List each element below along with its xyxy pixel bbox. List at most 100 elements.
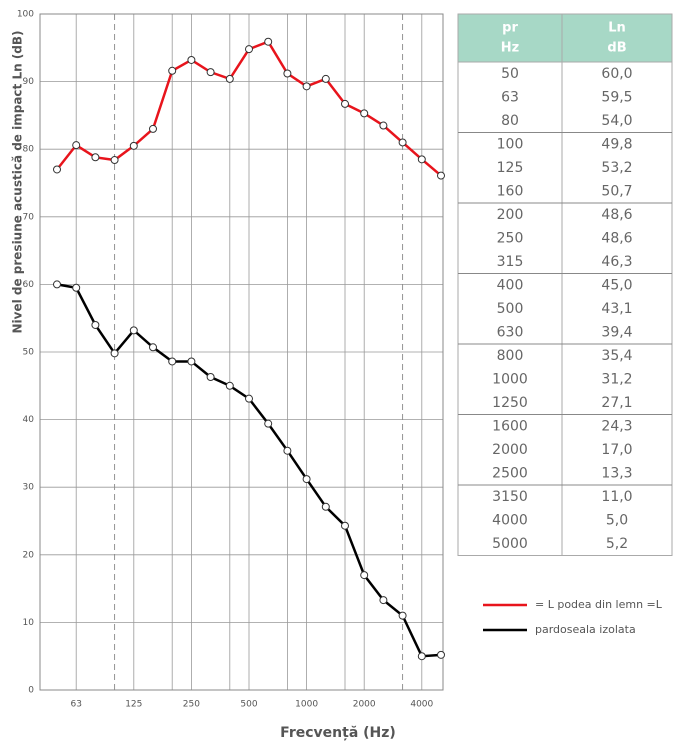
y-tick-label: 100 xyxy=(17,10,34,20)
point xyxy=(187,357,196,366)
point xyxy=(72,141,81,150)
x-tick-label: 2000 xyxy=(353,700,376,710)
table-cell: 200 xyxy=(497,207,524,223)
y-tick-label: 90 xyxy=(23,77,35,87)
table-cell: 500 xyxy=(497,301,524,317)
table-cell: 2500 xyxy=(492,465,528,481)
table-cell: 63 xyxy=(501,89,519,105)
point xyxy=(168,66,177,75)
point xyxy=(321,502,330,511)
table-cell: 43,1 xyxy=(601,301,632,317)
table-cell: 315 xyxy=(497,254,524,270)
table-cell: 1250 xyxy=(492,395,528,411)
point xyxy=(417,652,426,661)
table-cell: 100 xyxy=(497,136,524,152)
legend-label: = L podea din lemn =L xyxy=(535,598,663,611)
point xyxy=(149,343,157,352)
table-cell: 3150 xyxy=(492,489,528,505)
table-header: dB xyxy=(607,41,626,56)
table-cell: 50,7 xyxy=(601,183,632,199)
table-cell: 35,4 xyxy=(601,348,632,364)
y-tick-label: 0 xyxy=(28,686,34,696)
y-tick-label: 40 xyxy=(23,415,35,425)
table-cell: 31,2 xyxy=(601,371,632,387)
point xyxy=(225,381,234,390)
table-cell: 17,0 xyxy=(601,442,632,458)
point xyxy=(302,82,311,91)
point xyxy=(72,283,81,292)
point xyxy=(379,596,388,605)
point xyxy=(302,475,311,484)
point xyxy=(149,124,157,133)
x-tick-label: 63 xyxy=(70,700,81,710)
table-cell: 630 xyxy=(497,324,524,340)
point xyxy=(110,156,119,165)
point xyxy=(129,326,138,335)
point xyxy=(53,280,61,289)
table-cell: 11,0 xyxy=(601,489,632,505)
table-cell: 45,0 xyxy=(601,277,632,293)
x-tick-label: 125 xyxy=(125,700,142,710)
point xyxy=(53,165,61,174)
point xyxy=(129,141,138,150)
table-cell: 400 xyxy=(497,277,524,293)
table-cell: 1600 xyxy=(492,418,528,434)
table-header: Ln xyxy=(608,21,626,36)
point xyxy=(360,109,369,118)
table-cell: 49,8 xyxy=(601,136,632,152)
point xyxy=(398,138,407,147)
table-cell: 250 xyxy=(497,230,524,246)
point xyxy=(187,55,196,64)
point xyxy=(264,37,273,46)
table-cell: 125 xyxy=(497,160,524,176)
table-cell: 1000 xyxy=(492,371,528,387)
point xyxy=(437,171,445,180)
point xyxy=(206,373,215,382)
table-cell: 80 xyxy=(501,113,519,129)
table-cell: 5,2 xyxy=(606,536,628,552)
point xyxy=(264,419,273,428)
point xyxy=(437,650,445,659)
x-tick-label: 4000 xyxy=(410,700,433,710)
table-cell: 46,3 xyxy=(601,254,632,270)
table-cell: 53,2 xyxy=(601,160,632,176)
table-cell: 59,5 xyxy=(601,89,632,105)
point xyxy=(168,357,177,366)
table-cell: 54,0 xyxy=(601,113,632,129)
point xyxy=(379,121,388,130)
plot-frame xyxy=(39,13,444,691)
y-tick-label: 10 xyxy=(23,618,35,628)
table-cell: 50 xyxy=(501,66,519,82)
table-cell: 160 xyxy=(497,183,524,199)
point xyxy=(110,349,119,358)
table-header: Hz xyxy=(501,41,519,56)
point xyxy=(283,446,292,455)
x-tick-label: 250 xyxy=(183,700,200,710)
x-tick-label: 1000 xyxy=(295,700,318,710)
table-cell: 5,0 xyxy=(606,512,628,528)
point xyxy=(91,153,100,162)
y-tick-label: 50 xyxy=(23,348,35,358)
table-header: pr xyxy=(502,21,518,36)
point xyxy=(417,155,426,164)
table-cell: 4000 xyxy=(492,512,528,528)
table-cell: 800 xyxy=(497,348,524,364)
table-cell: 48,6 xyxy=(601,230,632,246)
point xyxy=(245,45,253,54)
table-cell: 2000 xyxy=(492,442,528,458)
table-cell: 5000 xyxy=(492,536,528,552)
table-cell: 39,4 xyxy=(601,324,632,340)
point xyxy=(360,571,369,580)
point xyxy=(245,394,253,403)
point xyxy=(341,521,349,530)
table-cell: 24,3 xyxy=(601,418,632,434)
point xyxy=(206,68,215,77)
table-cell: 13,3 xyxy=(601,465,632,481)
x-tick-label: 500 xyxy=(240,700,257,710)
point xyxy=(91,320,100,329)
table-cell: 48,6 xyxy=(601,207,632,223)
point xyxy=(321,74,330,83)
y-tick-label: 30 xyxy=(23,483,35,493)
point xyxy=(398,611,407,620)
